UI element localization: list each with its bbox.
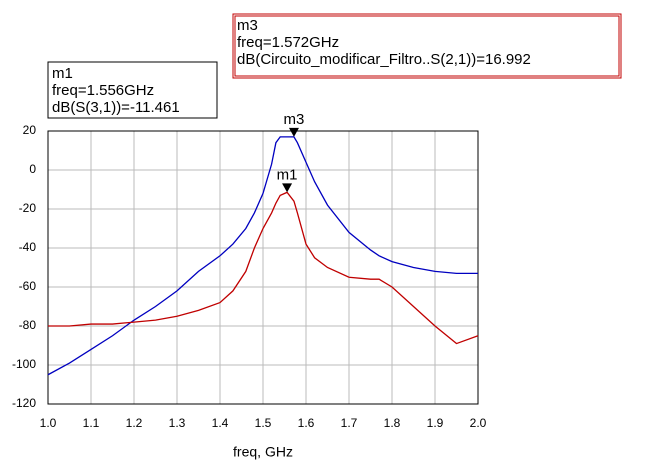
marker-triangle [282,183,293,193]
x-tick-label: 1.2 [126,416,143,430]
y-tick-label: -100 [12,357,36,371]
y-tick-label: -120 [12,396,36,410]
x-tick-label: 1.4 [212,416,229,430]
marker-triangle [288,127,299,137]
line-series [48,191,479,345]
marker-text: m1 [52,65,73,82]
y-tick-label: 20 [23,123,37,137]
y-tick-label: -80 [19,318,37,332]
marker-text: freq=1.556GHz [52,82,154,99]
x-tick-label: 1.8 [384,416,401,430]
marker-label: m3 [284,111,305,128]
y-tick-label: -40 [19,240,37,254]
x-tick-label: 1.0 [40,416,57,430]
x-tick-label: 1.3 [169,416,186,430]
marker-box-inner [234,15,620,77]
x-tick-label: 1.6 [298,416,315,430]
line-series [47,136,478,376]
x-tick-label: 1.1 [83,416,100,430]
x-axis-label: freq, GHz [233,444,293,460]
marker-label: m1 [277,166,298,183]
marker-box [232,13,622,79]
y-tick-label: 0 [29,162,36,176]
marker-text: dB(S(3,1))=-11.461 [52,99,180,116]
marker-text: freq=1.572GHz [237,34,339,51]
plot-frame [47,130,479,405]
marker-box [47,61,218,119]
marker-text: m3 [237,17,258,34]
y-tick-label: -60 [19,279,37,293]
x-tick-label: 1.9 [427,416,444,430]
x-tick-label: 1.7 [341,416,358,430]
marker-text: dB(Circuito_modificar_Filtro..S(2,1))=16… [237,51,531,68]
x-tick-label: 2.0 [470,416,487,430]
x-tick-label: 1.5 [255,416,272,430]
y-tick-label: -20 [19,201,37,215]
